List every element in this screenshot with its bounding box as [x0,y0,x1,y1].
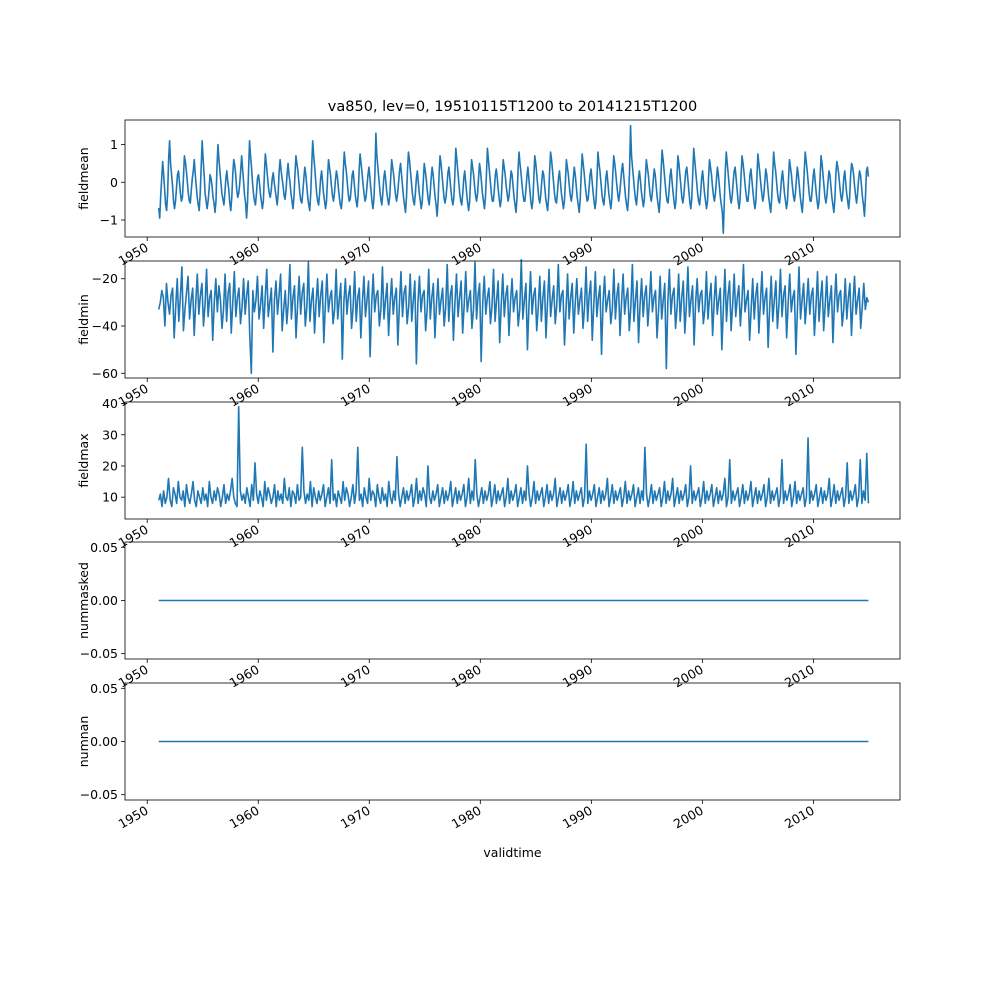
x-tick-label: 1960 [227,240,262,269]
subplot-fieldmean: −1 0 1 1950 1960 1970 1980 1990 2000 2010 fieldmea… [76,119,901,269]
subplot-fieldmin: −60 −40 −20 1950 1960 1970 1980 1990 2000 2010 fie… [76,259,901,410]
axes-frame [124,401,901,520]
series-line-fieldmin [157,259,870,375]
x-tick-label: 1980 [449,381,484,410]
series-line-fieldmax [157,405,870,508]
axes-frame [124,260,901,379]
axes-frame [124,541,901,660]
x-tick-label: 1990 [560,522,595,551]
x-axis-label: validtime [483,845,541,860]
x-tick-label: 1950 [116,662,151,691]
y-axis-label: fieldmin [76,294,91,345]
x-tick-label: 1950 [116,381,151,410]
x-tick-label: 1960 [227,381,262,410]
x-tick-label: 1990 [560,381,595,410]
x-tick-label: 2000 [671,803,706,832]
y-tick-label: 40 [102,396,118,411]
axes-frame [124,119,901,238]
y-tick-label: −0.05 [80,787,118,802]
y-tick-label: 20 [102,458,118,473]
x-tick-label: 1990 [560,240,595,269]
y-tick-label: 0.05 [90,540,118,555]
y-axis-label: nummasked [76,562,91,639]
x-tick-label: 2000 [671,662,706,691]
y-tick-label: 1 [110,137,118,152]
x-tick-label: 2000 [671,381,706,410]
x-tick-label: 2010 [782,381,817,410]
x-tick-label: 1980 [449,803,484,832]
x-tick-label: 2010 [782,803,817,832]
x-tick-label: 1980 [449,662,484,691]
x-tick-label: 1990 [560,662,595,691]
chart-title: va850, lev=0, 19510115T1200 to 20141215T… [328,99,697,115]
x-tick-label: 1960 [227,803,262,832]
y-tick-label: 0.05 [90,681,118,696]
x-tick-label: 1980 [449,522,484,551]
y-tick-label: −20 [92,271,118,286]
y-axis-label: fieldmax [76,433,91,487]
x-tick-label: 1970 [338,803,373,832]
x-tick-label: 1970 [338,662,373,691]
x-tick-label: 2010 [782,240,817,269]
y-tick-label: 0.00 [90,734,118,749]
x-tick-label: 1970 [338,240,373,269]
y-tick-label: −0.05 [80,646,118,661]
x-tick-label: 2000 [671,522,706,551]
y-tick-label: −40 [92,319,118,334]
x-tick-label: 1970 [338,522,373,551]
x-tick-label: 1950 [116,240,151,269]
y-tick-label: −1 [100,213,118,228]
subplot-numnan: −0.05 0.00 0.05 1950 1960 1970 1980 1990 2000 201… [76,681,901,860]
x-tick-label: 2000 [671,240,706,269]
y-axis-label: fieldmean [76,147,91,209]
y-tick-label: 0.00 [90,593,118,608]
y-axis-label: numnan [76,716,91,768]
y-tick-label: 0 [110,175,118,190]
x-tick-label: 1960 [227,522,262,551]
x-tick-label: 2010 [782,662,817,691]
x-tick-label: 1950 [116,803,151,832]
y-tick-label: 30 [102,427,118,442]
y-tick-label: 10 [102,490,118,505]
subplot-fieldmax: 10 20 30 40 1950 1960 1970 1980 1990 2000 2010 fiel… [76,396,901,551]
axes-frame [124,682,901,801]
x-tick-label: 1970 [338,381,373,410]
x-tick-label: 2010 [782,522,817,551]
subplot-nummasked: −0.05 0.00 0.05 1950 1960 1970 1980 1990 2000 201… [76,540,901,691]
x-tick-label: 1950 [116,522,151,551]
x-tick-label: 1990 [560,803,595,832]
y-tick-label: −60 [92,366,118,381]
x-tick-label: 1980 [449,240,484,269]
x-tick-label: 1960 [227,662,262,691]
series-line-fieldmean [157,124,870,235]
